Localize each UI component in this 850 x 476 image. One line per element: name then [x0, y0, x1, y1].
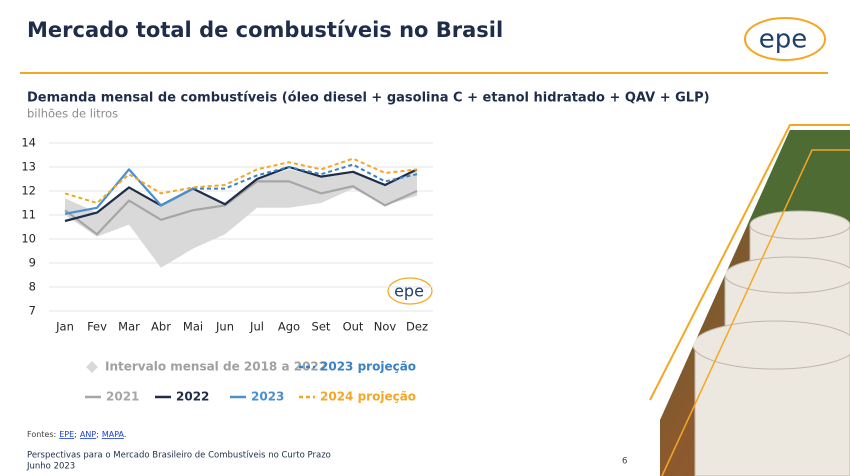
chart-title: Demanda mensal de combustíveis (óleo die…: [27, 91, 710, 106]
watermark: epe: [394, 282, 424, 301]
legend: Intervalo mensal de 2018 a 2022 2021 2022 2…: [85, 360, 416, 404]
source-separator: .: [124, 430, 127, 439]
photo-border: [649, 124, 850, 401]
watermark-ring: [387, 277, 433, 305]
y-tick-label: 13: [21, 160, 36, 174]
photo: [660, 130, 850, 476]
footer-line: Junho 2023: [26, 462, 75, 472]
x-tick-label: Jun: [215, 320, 234, 334]
source-link[interactable]: EPE: [59, 430, 74, 439]
legend-label: 2023 projeção: [320, 360, 416, 374]
y-tick-label: 8: [29, 280, 36, 294]
sources: Fontes: EPE; ANP; MAPA.: [27, 430, 126, 439]
source-separator: ;: [74, 430, 77, 439]
x-tick-label: Fev: [87, 320, 107, 334]
y-tick-label: 9: [29, 256, 36, 270]
series-line: [64, 180, 418, 236]
source-link[interactable]: ANP: [80, 430, 96, 439]
y-tick-label: 10: [21, 232, 36, 246]
sources-label: Fontes:: [27, 430, 56, 439]
range-band: [65, 169, 417, 268]
x-tick-label: Ago: [278, 320, 300, 334]
legend-label: 2024 projeção: [320, 390, 416, 404]
footer-line: Perspectivas para o Mercado Brasileiro d…: [27, 451, 331, 461]
photo-border: [661, 149, 850, 476]
legend-swatch: [86, 361, 98, 373]
x-tick-label: Abr: [151, 320, 171, 334]
legend-label: Intervalo mensal de 2018 a 2022: [105, 360, 327, 374]
legend-label: 2021: [106, 390, 139, 404]
series-line: [64, 168, 194, 215]
y-tick-label: 14: [21, 136, 36, 150]
x-tick-label: Nov: [374, 320, 397, 334]
logo-ring: [744, 17, 826, 61]
legend-label: 2022: [176, 390, 209, 404]
y-tick-label: 7: [29, 304, 36, 318]
x-tick-label: Jul: [249, 320, 264, 334]
plot: 7 8 9 10 11 12 13 14 Jan Fev Mar Abr Mai Jun Jul Ago Set…: [21, 136, 433, 334]
y-tick-label: 11: [21, 208, 36, 222]
chart-subtitle: bilhões de litros: [27, 107, 118, 121]
x-tick-label: Jan: [55, 320, 74, 334]
legend-label: 2023: [251, 390, 284, 404]
x-tick-label: Set: [312, 320, 331, 334]
source-link[interactable]: MAPA: [102, 430, 125, 439]
source-separator: ;: [96, 430, 99, 439]
series-line: [64, 157, 418, 204]
y-tick-label: 12: [21, 184, 36, 198]
page-number: 6: [622, 457, 627, 467]
x-tick-label: Dez: [406, 320, 428, 334]
x-tick-label: Mai: [183, 320, 203, 334]
series-line: [193, 163, 418, 190]
series-line: [64, 165, 418, 223]
logo: epe: [759, 25, 808, 55]
x-tick-label: Mar: [118, 320, 140, 334]
slide-title: Mercado total de combustíveis no Brasil: [27, 18, 503, 42]
x-tick-label: Out: [343, 320, 364, 334]
